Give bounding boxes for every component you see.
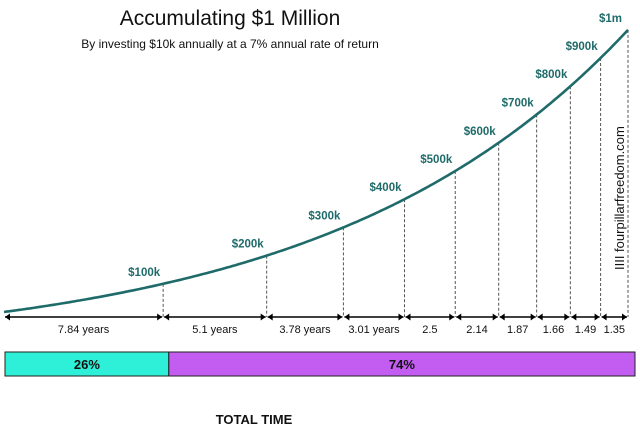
growth-curve [3, 29, 629, 314]
arrowhead-left [456, 313, 462, 321]
arrowhead-left [344, 313, 350, 321]
watermark-text: IIII fourpillarfreedom.com [612, 126, 627, 270]
milestone-label: $500k [420, 154, 453, 166]
chart-subtitle: By investing $10k annually at a 7% annua… [81, 37, 379, 51]
interval-label: 2.14 [466, 324, 487, 336]
milestone-label: $100k [128, 267, 161, 279]
arrowhead-right [398, 313, 404, 321]
arrowhead-left [571, 313, 577, 321]
arrowhead-left [499, 313, 505, 321]
arrowhead-right [157, 313, 163, 321]
arrowhead-right [594, 313, 600, 321]
arrowhead-left [601, 313, 607, 321]
interval-label: 3.01 years [348, 324, 400, 336]
total-time-segment [168, 351, 636, 377]
arrowhead-right [622, 313, 627, 321]
arrowhead-left [5, 313, 10, 321]
arrowhead-right [337, 313, 343, 321]
interval-label: 1.35 [604, 324, 625, 336]
milestone-label: $800k [535, 69, 568, 81]
arrowhead-right [492, 313, 498, 321]
arrowhead-right [260, 313, 266, 321]
milestone-label: $600k [464, 126, 497, 138]
interval-label: 5.1 years [192, 324, 238, 336]
milestone-label: $700k [502, 98, 535, 110]
milestone-label: $1m [599, 13, 622, 25]
arrowhead-right [530, 313, 536, 321]
arrowhead-right [564, 313, 570, 321]
interval-label: 2.5 [422, 324, 437, 336]
arrowhead-left [537, 313, 543, 321]
milestone-label: $900k [566, 41, 599, 53]
milestone-label: $300k [308, 210, 341, 222]
interval-label: 3.78 years [279, 324, 331, 336]
arrowhead-right [449, 313, 455, 321]
interval-label: 7.84 years [58, 324, 110, 336]
interval-label: 1.49 [575, 324, 596, 336]
chart-title: Accumulating $1 Million [120, 7, 341, 30]
arrowhead-left [405, 313, 411, 321]
interval-label: 1.66 [543, 324, 564, 336]
total-time-segment [4, 351, 170, 377]
milestone-label: $200k [232, 239, 265, 251]
arrowhead-left [267, 313, 273, 321]
milestone-label: $400k [370, 182, 403, 194]
segment-percent-label: 26% [74, 357, 100, 372]
arrowhead-left [164, 313, 170, 321]
segment-percent-label: 74% [389, 357, 415, 372]
interval-label: 1.87 [507, 324, 528, 336]
total-time-label: TOTAL TIME [216, 412, 293, 427]
